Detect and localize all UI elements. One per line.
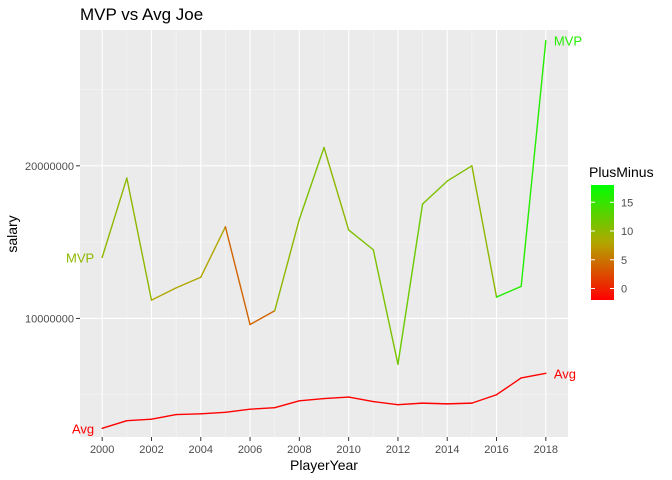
line-segment bbox=[224, 408, 251, 413]
x-tick-label: 2006 bbox=[238, 444, 262, 456]
x-tick-label: 2018 bbox=[534, 444, 558, 456]
line-segment bbox=[323, 396, 350, 400]
line-segment bbox=[150, 287, 177, 301]
line-segment bbox=[495, 377, 522, 396]
x-axis: 2000 2002 2004 2006 2008 2010 2012 2014 2016 2018 bbox=[90, 437, 558, 456]
line-segment bbox=[421, 402, 448, 405]
line-segment bbox=[126, 177, 153, 301]
line-segment bbox=[200, 411, 227, 415]
line-segment bbox=[520, 372, 547, 379]
chart-title: MVP vs Avg Joe bbox=[80, 5, 203, 24]
line-segment bbox=[175, 413, 202, 416]
legend-tick-label: 5 bbox=[621, 255, 627, 267]
line-segment bbox=[372, 400, 399, 406]
legend-title: PlusMinus bbox=[589, 164, 654, 180]
line-segment bbox=[471, 394, 498, 404]
legend-colorbar bbox=[591, 185, 614, 300]
x-tick-label: 2016 bbox=[484, 444, 508, 456]
line-segment bbox=[274, 218, 301, 312]
x-axis-title: PlayerYear bbox=[290, 457, 358, 473]
line-segment bbox=[274, 400, 301, 409]
x-tick-label: 2012 bbox=[386, 444, 410, 456]
legend-tick-label: 10 bbox=[621, 226, 633, 238]
series-label-start: Avg bbox=[72, 421, 94, 436]
line-segment bbox=[520, 39, 547, 288]
line-segment bbox=[397, 402, 424, 406]
legend-tick-label: 0 bbox=[621, 284, 627, 296]
line-segment bbox=[249, 406, 276, 410]
line-segment bbox=[421, 180, 448, 205]
series-line-mvp bbox=[101, 39, 547, 365]
line-segment bbox=[495, 285, 522, 298]
line-segment bbox=[323, 146, 350, 231]
line-segment bbox=[446, 165, 473, 182]
y-axis: 10000000 20000000 bbox=[25, 161, 80, 325]
line-segment bbox=[249, 310, 276, 326]
line-segment bbox=[347, 229, 374, 251]
line-segment bbox=[471, 165, 498, 298]
y-tick-label: 10000000 bbox=[25, 313, 74, 325]
line-segment bbox=[298, 397, 325, 402]
line-segment bbox=[298, 146, 325, 220]
line-segment bbox=[175, 276, 202, 289]
x-tick-label: 2002 bbox=[139, 444, 163, 456]
series-labels: MVP MVP Avg Avg bbox=[66, 34, 582, 437]
series-label-start: MVP bbox=[66, 250, 94, 265]
legend: PlusMinus 0 5 10 15 bbox=[589, 164, 654, 300]
series-lines bbox=[101, 39, 547, 430]
line-segment bbox=[126, 418, 153, 422]
line-segment bbox=[150, 413, 177, 420]
x-tick-label: 2014 bbox=[435, 444, 459, 456]
y-tick-label: 20000000 bbox=[25, 161, 74, 173]
line-segment bbox=[101, 419, 128, 430]
line-segment bbox=[224, 226, 251, 326]
x-tick-label: 2008 bbox=[287, 444, 311, 456]
series-label-end: Avg bbox=[554, 366, 576, 381]
x-tick-label: 2004 bbox=[189, 444, 213, 456]
line-segment bbox=[101, 177, 128, 259]
series-line-avg bbox=[101, 372, 547, 430]
line-segment bbox=[397, 203, 424, 365]
x-tick-label: 2000 bbox=[90, 444, 114, 456]
series-label-end: MVP bbox=[554, 34, 582, 49]
line-segment bbox=[347, 396, 374, 403]
legend-tick-label: 15 bbox=[621, 197, 633, 209]
y-axis-title: salary bbox=[4, 215, 20, 252]
x-tick-label: 2010 bbox=[336, 444, 360, 456]
line-segment bbox=[372, 249, 399, 365]
legend-ticks: 0 5 10 15 bbox=[591, 197, 633, 296]
line-segment bbox=[200, 226, 227, 278]
line-segment bbox=[446, 402, 473, 405]
